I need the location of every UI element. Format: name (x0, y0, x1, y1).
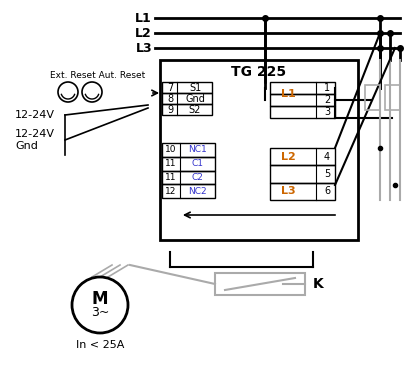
Text: 5: 5 (324, 169, 330, 179)
Text: 4: 4 (324, 152, 330, 162)
Text: 11: 11 (165, 159, 177, 168)
Text: NC1: NC1 (188, 145, 206, 154)
Text: L3: L3 (281, 186, 295, 196)
Text: 9: 9 (167, 104, 173, 114)
Text: 12-24V: 12-24V (15, 110, 55, 120)
Text: 7: 7 (167, 83, 173, 92)
Text: In < 25A: In < 25A (76, 340, 124, 350)
Text: NC2: NC2 (188, 186, 206, 196)
Text: M: M (92, 290, 108, 308)
Text: Ext. Reset Aut. Reset: Ext. Reset Aut. Reset (50, 71, 145, 80)
Text: 10: 10 (165, 145, 177, 154)
Text: 1: 1 (324, 83, 330, 93)
Text: 6: 6 (324, 186, 330, 196)
Text: 11: 11 (165, 173, 177, 182)
Text: C2: C2 (191, 173, 203, 182)
Text: L2: L2 (281, 152, 295, 162)
Text: L2: L2 (135, 27, 152, 40)
Text: L1: L1 (281, 89, 295, 99)
Text: C1: C1 (191, 159, 203, 168)
Text: 8: 8 (167, 94, 173, 104)
Text: L3: L3 (135, 41, 152, 54)
Text: 12: 12 (165, 186, 177, 196)
Text: Gnd: Gnd (185, 94, 205, 104)
Text: 3~: 3~ (91, 306, 109, 320)
Text: S2: S2 (189, 104, 201, 114)
Text: 2: 2 (324, 95, 330, 105)
Text: 12-24V
Gnd: 12-24V Gnd (15, 129, 55, 151)
Text: K: K (313, 277, 324, 291)
Text: 3: 3 (324, 107, 330, 117)
Text: L1: L1 (135, 11, 152, 24)
Text: S1: S1 (189, 83, 201, 92)
Text: TG 225: TG 225 (231, 65, 287, 79)
